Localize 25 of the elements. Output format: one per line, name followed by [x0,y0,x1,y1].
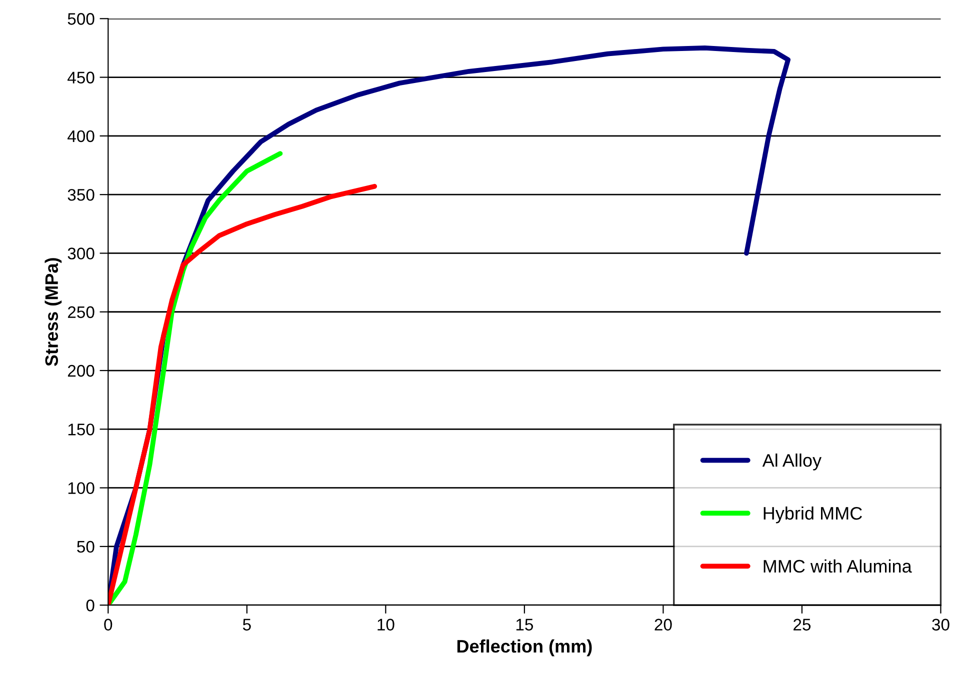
line-series [108,151,283,606]
y-tick-label: 200 [68,364,94,377]
y-tick-label: 150 [68,424,94,436]
x-tick-label: 30 [932,618,950,631]
x-tick-label: 10 [378,618,394,631]
y-tick-label: 400 [68,130,94,142]
y-tick-label: 250 [68,306,94,318]
line-series [108,184,377,606]
x-tick-label: 5 [242,618,251,631]
y-tick-label: 50 [77,540,94,553]
y-tick-label: 500 [68,13,94,25]
x-axis-title: Deflection (mm) [457,639,592,656]
legend-label: Al Alloy [762,454,822,470]
x-tick-label: 20 [654,618,672,631]
x-tick-label: 25 [794,618,811,631]
x-tick-label: 15 [516,618,534,631]
y-tick-label: 0 [86,600,94,612]
x-tick-label: 0 [104,618,112,631]
y-axis-title: Stress (MPa) [44,258,62,366]
legend-label: Hybrid MMC [764,506,862,524]
y-tick-label: 100 [68,482,94,494]
y-tick-label: 450 [68,72,94,84]
y-tick-label: 300 [68,248,94,260]
y-tick-label: 350 [68,188,94,201]
legend-label: MMC with Alumina [764,559,912,573]
